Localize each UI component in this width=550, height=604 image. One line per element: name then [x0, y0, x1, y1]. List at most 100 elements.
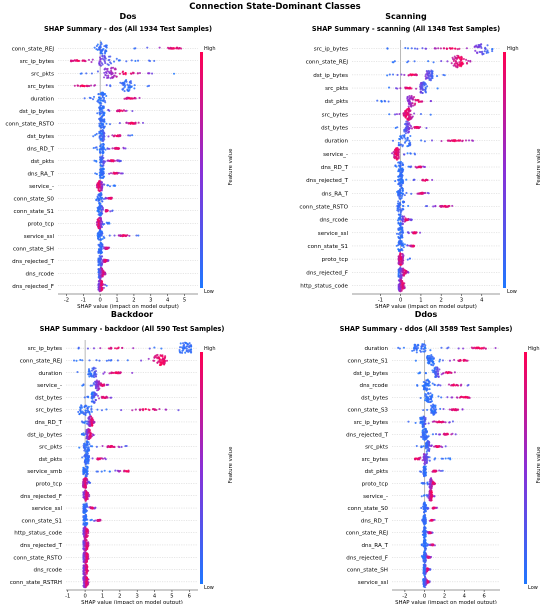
shap-point: [98, 135, 101, 138]
shap-point: [440, 346, 443, 349]
shap-point: [402, 205, 405, 208]
shap-point: [464, 139, 468, 142]
shap-point: [88, 443, 91, 446]
shap-point: [405, 127, 408, 130]
shap-point: [178, 46, 181, 50]
feature-label: dst_bytes: [361, 395, 388, 401]
shap-point: [105, 383, 108, 387]
shap-point: [103, 118, 106, 121]
shap-point: [86, 482, 89, 485]
shap-point: [410, 127, 414, 130]
shap-point: [458, 61, 461, 64]
shap-point: [408, 142, 411, 145]
feature-label: src_ip_bytes: [20, 59, 54, 65]
shap-point: [83, 576, 86, 579]
shap-point: [102, 148, 105, 151]
feature-label: dns_rcode: [26, 271, 55, 277]
shap-point: [98, 189, 102, 192]
shap-point: [383, 100, 387, 103]
shap-point: [101, 176, 104, 179]
shap-point: [95, 359, 98, 362]
shap-point: [402, 114, 405, 117]
shap-point: [440, 60, 443, 63]
shap-point: [430, 409, 434, 412]
feature-label: dns_RA_T: [27, 171, 54, 177]
shap-point: [95, 44, 98, 48]
shap-point: [83, 572, 86, 575]
shap-point: [442, 73, 445, 76]
shap-point: [415, 125, 419, 128]
shap-point: [408, 127, 411, 130]
shap-point: [399, 252, 402, 255]
x-tick-label: 6: [188, 594, 191, 600]
shap-point: [127, 86, 130, 89]
shap-point: [402, 246, 405, 249]
shap-point: [156, 361, 159, 364]
shap-point: [392, 61, 395, 64]
shap-point: [83, 485, 86, 488]
shap-point: [397, 227, 400, 230]
shap-point: [100, 104, 103, 107]
shap-point: [461, 61, 464, 64]
shap-point: [403, 200, 406, 204]
shap-point: [117, 346, 120, 349]
shap-point: [163, 363, 166, 366]
shap-point: [461, 408, 464, 411]
shap-point: [400, 267, 403, 271]
shap-point: [84, 539, 87, 542]
feature-label: conn_state_REJ: [12, 46, 55, 52]
shap-point: [448, 47, 451, 50]
shap-point: [396, 202, 400, 205]
shap-point: [124, 84, 127, 87]
shap-point: [96, 408, 99, 411]
shap-point: [90, 400, 93, 403]
panel-heading: Backdoor: [111, 310, 153, 319]
shap-point: [98, 62, 101, 65]
shap-point: [99, 117, 102, 120]
shap-point: [121, 346, 124, 349]
shap-point: [85, 449, 88, 452]
shap-point: [426, 72, 429, 75]
shap-point: [91, 384, 94, 387]
shap-point: [83, 396, 86, 399]
shap-point: [144, 408, 147, 411]
shap-point: [437, 395, 440, 398]
shap-point: [431, 178, 434, 182]
shap-point: [95, 470, 98, 473]
shap-point: [88, 415, 91, 419]
shap-point: [402, 153, 406, 156]
shap-point: [122, 234, 125, 237]
shap-point: [416, 384, 419, 387]
shap-point: [96, 195, 99, 198]
shap-point: [98, 109, 101, 112]
shap-point: [86, 470, 89, 473]
shap-point: [111, 445, 114, 448]
shap-point: [182, 342, 185, 345]
shap-point: [84, 486, 87, 489]
shap-point: [91, 445, 94, 448]
shap-point: [429, 79, 432, 82]
feature-label: src_bytes: [28, 84, 54, 90]
shap-point: [398, 188, 402, 191]
shap-point: [101, 268, 104, 271]
shap-point: [125, 60, 128, 63]
shap-point: [421, 345, 425, 348]
feature-label: dst_ip_bytes: [27, 432, 62, 438]
chart-title: SHAP Summary - backdoor (All 590 Test Sa…: [40, 325, 225, 333]
shap-point: [86, 547, 89, 550]
shap-point: [107, 445, 110, 448]
shap-point: [413, 60, 416, 63]
shap-point: [98, 274, 101, 277]
shap-point: [402, 346, 405, 349]
shap-point: [98, 106, 101, 109]
shap-point: [103, 56, 106, 59]
shap-point: [98, 198, 101, 201]
shap-point: [79, 410, 83, 414]
feature-label: proto_tcp: [36, 481, 63, 487]
shap-point: [398, 285, 401, 288]
x-tick-label: 4: [153, 594, 157, 600]
shap-point: [100, 126, 103, 129]
shap-point: [427, 446, 430, 449]
shap-point: [429, 398, 432, 401]
